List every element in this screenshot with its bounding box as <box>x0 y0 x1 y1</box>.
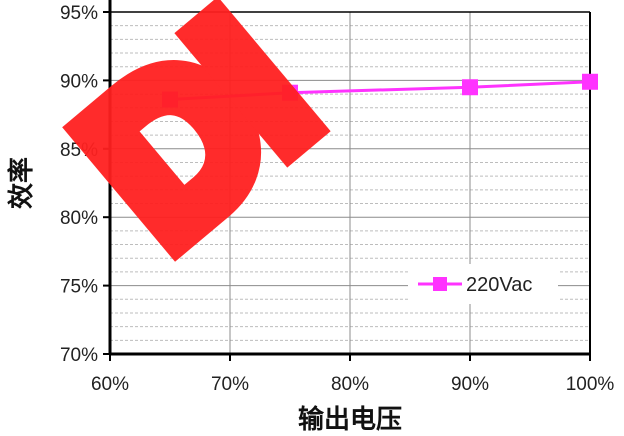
legend-marker <box>433 277 447 291</box>
y-tick-label: 80% <box>60 208 98 229</box>
y-axis-title: 效率 <box>6 157 37 209</box>
y-tick-label: 85% <box>60 140 98 161</box>
legend-label: 220Vac <box>466 274 532 296</box>
x-tick-label: 100% <box>566 374 615 395</box>
series-line <box>169 80 591 102</box>
x-tick-label: 90% <box>451 374 489 395</box>
series-group <box>162 73 598 108</box>
data-point <box>282 84 298 101</box>
data-point <box>162 91 178 108</box>
watermark-text: DI <box>49 0 346 279</box>
axes <box>103 0 591 361</box>
legend: 220Vac <box>408 264 558 304</box>
y-tick-label: 95% <box>60 3 98 24</box>
x-tick-labels: 60% 70% 80% 90% 100% <box>91 374 614 395</box>
y-tick-label: 75% <box>60 277 98 298</box>
x-tick-label: 80% <box>331 374 369 395</box>
watermark: DI <box>30 0 365 298</box>
x-axis-title: 输出电压 <box>298 404 402 435</box>
data-point <box>462 79 478 96</box>
grid <box>110 12 590 354</box>
y-tick-label: 70% <box>60 345 98 366</box>
y-tick-label: 90% <box>60 71 98 92</box>
y-tick-labels: 70% 75% 80% 85% 90% 95% <box>60 3 98 366</box>
data-point <box>582 73 598 90</box>
x-tick-label: 70% <box>211 374 249 395</box>
x-tick-label: 60% <box>91 374 129 395</box>
